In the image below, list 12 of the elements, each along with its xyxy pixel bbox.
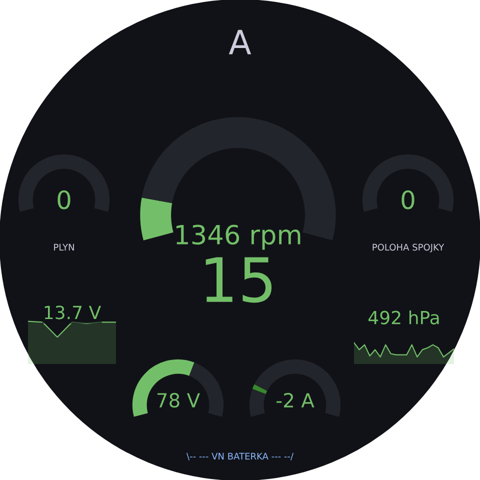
text: 492 hPa [368, 310, 439, 324]
text: 78 V [157, 392, 200, 408]
text: A [228, 30, 252, 54]
text: -2 A [276, 392, 314, 408]
text: 0 [58, 190, 70, 210]
text: 13.7 V [44, 306, 101, 320]
text: PLYN [54, 244, 74, 250]
text: \-- --- VN BATERKA --- --/ [186, 452, 294, 460]
text: POLOHA SPOJKY [372, 244, 444, 252]
text: 0 [402, 190, 414, 210]
text: 1346 rpm [176, 224, 300, 250]
text: 15 [206, 257, 272, 303]
